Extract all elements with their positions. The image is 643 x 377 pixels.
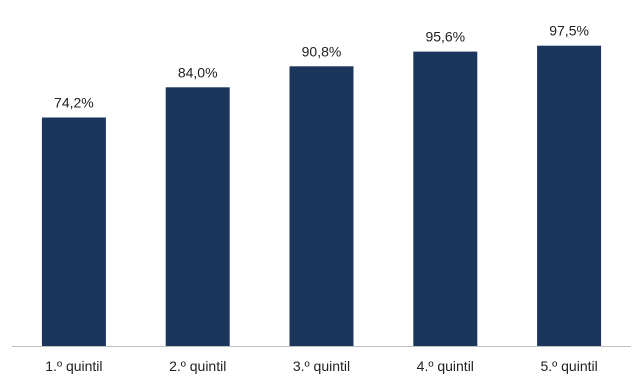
data-label-3: 90,8% (302, 43, 342, 59)
data-labels-group: 74,2% 84,0% 90,8% 95,6% 97,5% (54, 23, 589, 111)
x-tick-label-2: 2.º quintil (169, 358, 226, 374)
bar-1 (41, 117, 106, 346)
data-label-4: 95,6% (425, 29, 465, 45)
bar-2 (165, 87, 230, 347)
x-tick-labels-group: 1.º quintil 2.º quintil 3.º quintil 4.º qui… (45, 358, 597, 374)
data-label-1: 74,2% (54, 95, 94, 111)
bar-5 (537, 45, 602, 346)
bar-4 (413, 51, 478, 346)
x-tick-label-1: 1.º quintil (45, 358, 102, 374)
x-tick-label-5: 5.º quintil (540, 358, 597, 374)
x-tick-label-4: 4.º quintil (417, 358, 474, 374)
bars-group (41, 45, 602, 347)
data-label-5: 97,5% (549, 23, 589, 39)
data-label-2: 84,0% (178, 64, 218, 80)
x-tick-label-3: 3.º quintil (293, 358, 350, 374)
bar-3 (289, 66, 354, 347)
